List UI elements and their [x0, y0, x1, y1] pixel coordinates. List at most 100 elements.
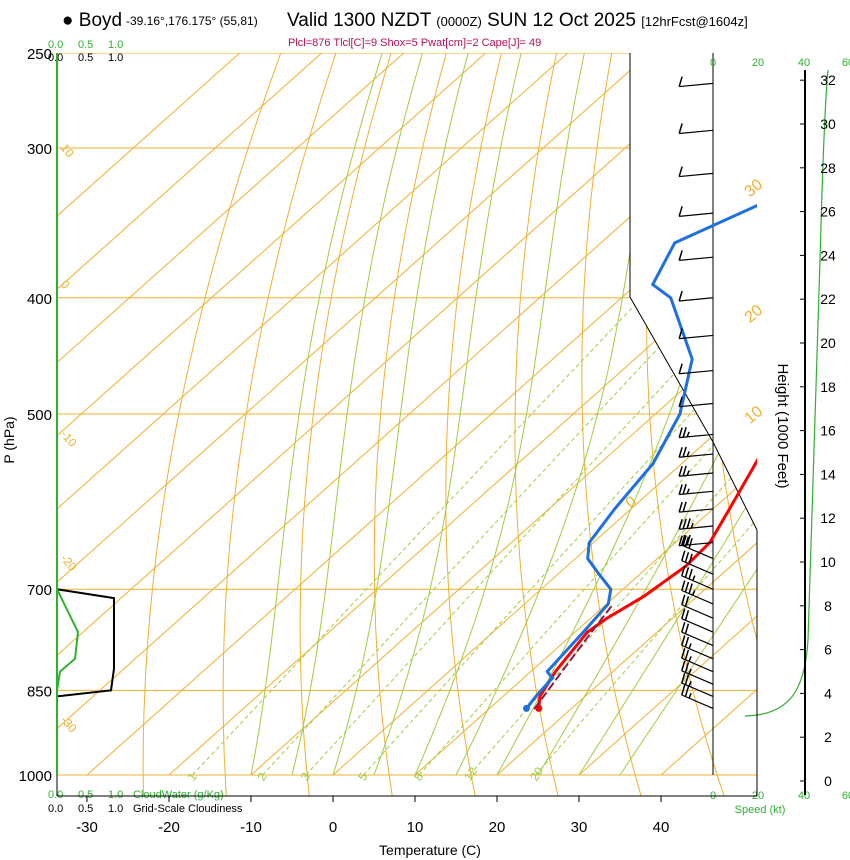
- wind-barb: [678, 76, 714, 88]
- x-axis-title: Temperature (C): [379, 842, 481, 858]
- isotherm-10: [414, 468, 757, 776]
- series-parcel: [533, 602, 615, 710]
- barb-staff: [681, 631, 714, 647]
- wind-barbs: 0 0 20 20 40 40 60 60 Speed (kt): [678, 57, 850, 816]
- station-location: -39.16°,176.175° (55,81): [126, 14, 258, 28]
- barb-feather: [684, 662, 690, 673]
- mixing-ratio-label: 3: [298, 770, 313, 784]
- x-tick-label: -30: [76, 819, 98, 836]
- valid-time: Valid 1300 NZDT (0000Z) SUN 12 Oct 2025 …: [287, 10, 748, 32]
- wind-barb: [678, 250, 714, 261]
- wind-barb: [678, 465, 714, 477]
- wind-panel-edge: [629, 53, 758, 531]
- barb-half-feather: [688, 643, 692, 649]
- barb-feather: [678, 123, 683, 134]
- wind-barb: [678, 290, 714, 302]
- height-tick-label: 18: [820, 379, 836, 395]
- moist-adiabat-30: [578, 487, 757, 776]
- height-axis-title: Height (1000 Feet): [774, 363, 791, 488]
- mixing-ratio-label: 12: [461, 764, 480, 783]
- speed-scale-bottom: 40: [798, 790, 810, 802]
- isotherm-edge-label: -20: [58, 552, 80, 575]
- wind-barb: [678, 427, 714, 439]
- isotherm--30: [86, 176, 757, 776]
- barb-feather: [684, 581, 690, 593]
- barb-feather: [684, 686, 690, 697]
- wind-barb: [678, 501, 714, 513]
- speed-scale-bottom: 20: [752, 790, 764, 802]
- cloudwater-scale-top: 0.5: [78, 39, 93, 51]
- barb-feather: [681, 580, 686, 591]
- mixing-ratio-5: [363, 340, 757, 776]
- barb-feather: [681, 635, 686, 646]
- moist-adiabat-0: [332, 53, 469, 776]
- barb-feather: [678, 206, 683, 217]
- dry-adiabat-250: [142, 53, 282, 796]
- wind-barb: [678, 446, 714, 458]
- barb-feather: [688, 553, 693, 565]
- dry-adiabat-270: [299, 53, 392, 796]
- height-tick-label: 4: [824, 685, 832, 701]
- valid-local: Valid 1300 NZDT: [287, 10, 431, 31]
- mixing-ratio-12: [469, 448, 757, 776]
- isotherm-edge-label: 0: [58, 278, 73, 292]
- axes: [56, 53, 758, 802]
- wind-barb: [681, 660, 714, 685]
- barb-staff: [679, 490, 714, 496]
- isotherm--100: [57, 53, 322, 290]
- barb-feather: [684, 596, 690, 607]
- barb-feather: [682, 427, 687, 438]
- isotherm-30: [578, 615, 757, 776]
- barb-staff: [679, 256, 714, 261]
- barb-feather: [684, 623, 690, 634]
- sounding-indices: Plcl=876 Tlcl[C]=9 Shox=5 Pwat[cm]=2 Cap…: [288, 37, 542, 49]
- height-tick-label: 16: [820, 423, 836, 439]
- cloudiness-scale-bottom: 0.0: [48, 803, 63, 815]
- isotherm--90: [57, 53, 404, 364]
- wind-speed-profile: [744, 69, 829, 717]
- barb-feather: [678, 484, 683, 495]
- barb-half-feather: [692, 575, 696, 581]
- cloudwater-profile: [56, 588, 80, 691]
- cloudwater-scale-bottom: 0.5: [78, 789, 93, 801]
- barb-feather: [681, 594, 686, 605]
- barb-feather: [681, 684, 686, 696]
- wind-barb: [681, 534, 714, 560]
- barb-staff: [679, 334, 714, 340]
- moist-adiabat-5: [373, 53, 522, 776]
- series-dew-point: [525, 203, 757, 710]
- pressure-tick-label: 250: [27, 46, 52, 63]
- barb-feather: [678, 290, 683, 302]
- cloudwater-label: CloudWater (g/Kg): [133, 789, 224, 801]
- isotherm--10: [250, 322, 757, 776]
- barb-feather: [688, 583, 693, 594]
- barb-half-feather: [688, 680, 692, 687]
- x-tick-label: 40: [653, 819, 670, 836]
- barb-staff: [679, 212, 714, 217]
- isotherm--70: [57, 53, 568, 510]
- barb-feather: [678, 427, 683, 438]
- wind-barb: [681, 608, 714, 633]
- pressure-tick-label: 850: [27, 683, 52, 700]
- wind-barb: [678, 396, 714, 408]
- barb-feather: [684, 567, 690, 578]
- moist-adiabat--5: [291, 53, 423, 776]
- height-tick-label: 20: [820, 335, 836, 351]
- barb-half-feather: [686, 431, 690, 438]
- isotherm--110: [57, 53, 240, 217]
- moist-adiabat-15: [455, 53, 662, 776]
- barb-feather: [678, 466, 683, 477]
- height-tick-label: 10: [820, 554, 836, 570]
- wind-barb: [678, 518, 714, 530]
- barb-feather: [678, 250, 683, 261]
- barb-feather: [681, 648, 686, 659]
- mixing-ratio-label: 2: [254, 770, 269, 784]
- x-tick-label: -10: [240, 819, 262, 836]
- moist-adiabat-10: [414, 53, 585, 776]
- barb-staff: [681, 560, 714, 575]
- height-tick-label: 2: [824, 729, 832, 745]
- barb-staff: [679, 541, 714, 547]
- station-header: ● Boyd: [62, 10, 122, 32]
- barb-staff: [681, 618, 714, 633]
